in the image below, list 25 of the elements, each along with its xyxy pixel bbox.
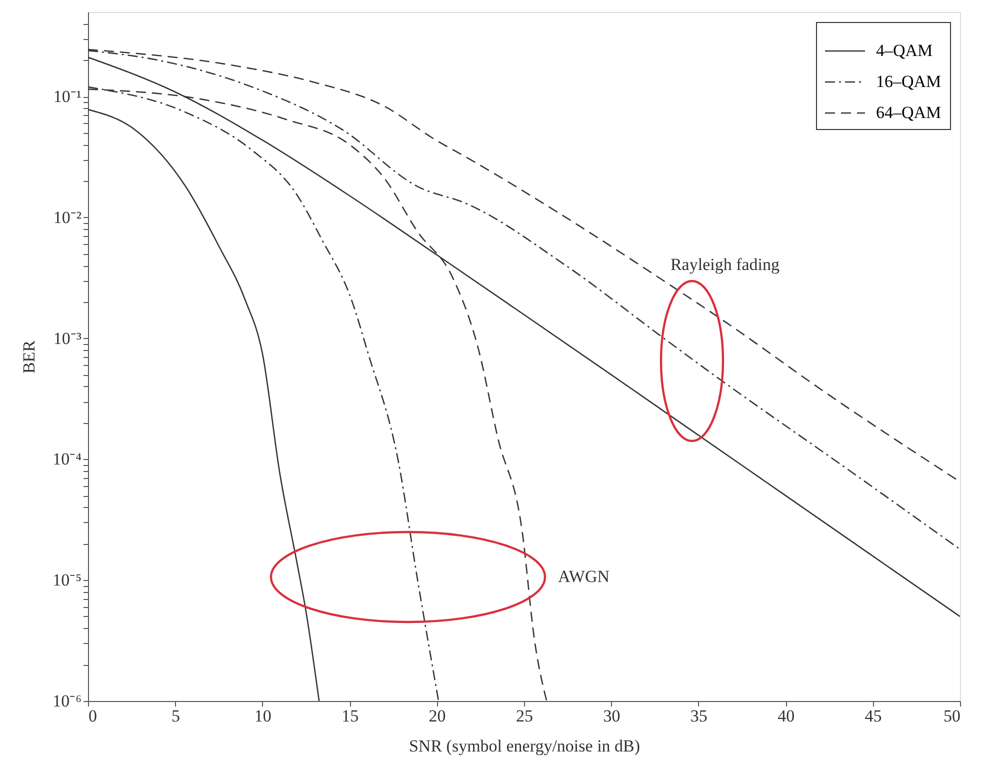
x-tick-label: 10 [254, 706, 272, 726]
x-tick-label: 15 [342, 706, 359, 726]
x-tick-label: 5 [171, 706, 180, 726]
legend-label: 4–QAM [876, 41, 933, 60]
y-tick-label: 10⁻² [53, 208, 82, 227]
x-tick-label: 0 [88, 706, 97, 726]
x-tick-label: 25 [516, 706, 533, 726]
y-tick-label: 10⁻⁴ [52, 450, 82, 469]
x-tick-label: 40 [778, 706, 795, 726]
x-tick-label: 20 [428, 706, 446, 726]
x-axis-title: SNR (symbol energy/noise in dB) [408, 736, 640, 756]
y-tick-label: 10⁻⁵ [52, 570, 82, 590]
y-tick-label: 10⁻¹ [53, 87, 82, 106]
y-tick-label: 10⁻³ [53, 328, 82, 348]
x-tick-label: 45 [864, 706, 882, 726]
y-axis-title: BER [20, 340, 39, 374]
legend-label: 16–QAM [876, 72, 942, 91]
legend-label: 64–QAM [876, 103, 942, 122]
line-series [88, 108, 320, 701]
x-tick-label: 35 [690, 706, 708, 726]
x-tick-label: 50 [944, 706, 960, 726]
x-tick-label: 30 [603, 706, 620, 726]
y-tick-label: 10⁻⁶ [52, 692, 82, 710]
annotation: AWGN [558, 567, 610, 586]
annotation: Rayleigh fading [670, 255, 780, 274]
